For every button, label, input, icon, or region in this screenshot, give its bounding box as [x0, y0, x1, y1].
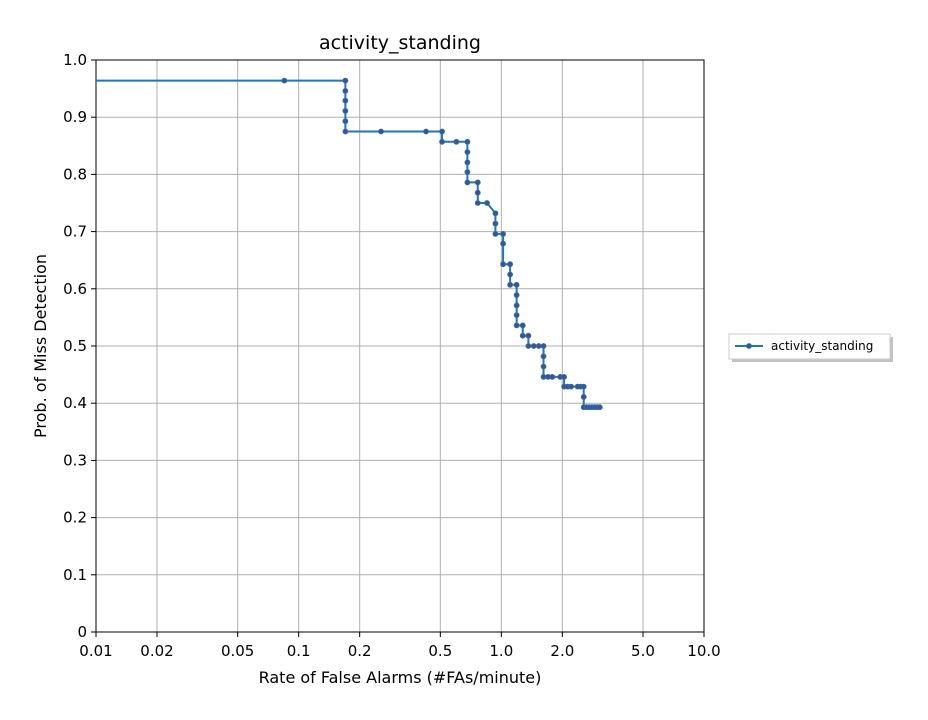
- data-point: [540, 353, 547, 360]
- data-point: [281, 77, 288, 84]
- data-point: [500, 240, 506, 247]
- y-tick-label: 0.3: [63, 451, 87, 469]
- data-point: [474, 179, 481, 186]
- y-tick-label: 0.7: [63, 223, 87, 241]
- data-point: [513, 312, 520, 319]
- data-point: [500, 230, 506, 237]
- series-line: [96, 79, 600, 409]
- data-point: [519, 322, 526, 329]
- x-tick-label: 0.01: [79, 642, 112, 660]
- x-tick-label: 1.0: [489, 642, 513, 660]
- data-point: [342, 108, 349, 114]
- data-point: [530, 343, 537, 349]
- data-point: [535, 343, 542, 349]
- x-tick-label: 0.02: [140, 642, 173, 660]
- y-tick-label: 0.6: [63, 280, 87, 298]
- data-point: [596, 404, 603, 411]
- data-point: [492, 230, 499, 237]
- data-point: [525, 332, 532, 339]
- data-point: [549, 373, 556, 380]
- data-point: [474, 200, 481, 206]
- data-point: [580, 383, 587, 390]
- x-tick-label: 5.0: [631, 642, 655, 660]
- y-tick-label: 0.9: [63, 108, 87, 126]
- y-axis-label: Prob. of Miss Detection: [31, 254, 50, 438]
- data-point: [500, 261, 506, 268]
- data-point: [507, 281, 514, 288]
- data-point: [540, 343, 547, 349]
- data-point: [464, 159, 471, 166]
- data-point: [342, 77, 349, 84]
- axis-ticks: 0.01 0.02 0.05 0.1 0.2 0.5 1.0 2.0 5.0 10.0 0 0.1 0.…: [63, 51, 721, 660]
- x-axis-label: Rate of False Alarms (#FAs/minute): [259, 668, 542, 687]
- data-point: [525, 343, 532, 349]
- x-tick-label: 0.5: [428, 642, 452, 660]
- data-point: [474, 189, 481, 196]
- data-point: [513, 322, 520, 329]
- x-tick-label: 0.05: [221, 642, 254, 660]
- data-point: [513, 302, 520, 309]
- legend-entry: activity_standing: [771, 339, 873, 353]
- data-point: [342, 87, 349, 94]
- data-point: [507, 271, 514, 278]
- y-tick-label: 0.2: [63, 509, 87, 527]
- x-tick-label: 10.0: [687, 642, 720, 660]
- data-point: [439, 138, 445, 145]
- data-point: [580, 394, 587, 400]
- y-tick-label: 1.0: [63, 51, 87, 69]
- x-tick-label: 0.2: [348, 642, 372, 660]
- data-point: [519, 332, 526, 339]
- data-point: [453, 138, 460, 145]
- y-tick-label: 0.1: [63, 566, 87, 584]
- data-point: [464, 169, 471, 176]
- data-point: [540, 363, 547, 370]
- y-tick-label: 0: [77, 623, 87, 641]
- data-point: [513, 281, 520, 288]
- chart-title: activity_standing: [319, 32, 481, 54]
- data-point: [464, 138, 471, 145]
- x-tick-label: 0.1: [287, 642, 311, 660]
- data-point: [439, 128, 445, 135]
- legend-marker: [746, 343, 752, 349]
- data-point: [561, 373, 567, 380]
- data-point: [492, 220, 499, 227]
- data-point: [423, 128, 429, 135]
- data-point: [484, 200, 490, 206]
- y-tick-label: 0.8: [63, 165, 87, 183]
- data-point: [342, 128, 349, 135]
- data-point: [568, 383, 575, 390]
- data-point: [464, 149, 471, 155]
- data-point: [513, 292, 520, 298]
- data-point: [464, 179, 471, 186]
- data-point: [342, 97, 349, 104]
- data-point: [492, 210, 499, 217]
- series-layer: [96, 77, 603, 411]
- data-point: [507, 261, 514, 268]
- legend: activity_standing: [728, 333, 893, 362]
- y-tick-label: 0.5: [63, 337, 87, 355]
- x-tick-label: 2.0: [550, 642, 574, 660]
- grid: [95, 59, 705, 633]
- data-point: [378, 128, 384, 135]
- data-point: [342, 118, 349, 125]
- y-tick-label: 0.4: [63, 394, 87, 412]
